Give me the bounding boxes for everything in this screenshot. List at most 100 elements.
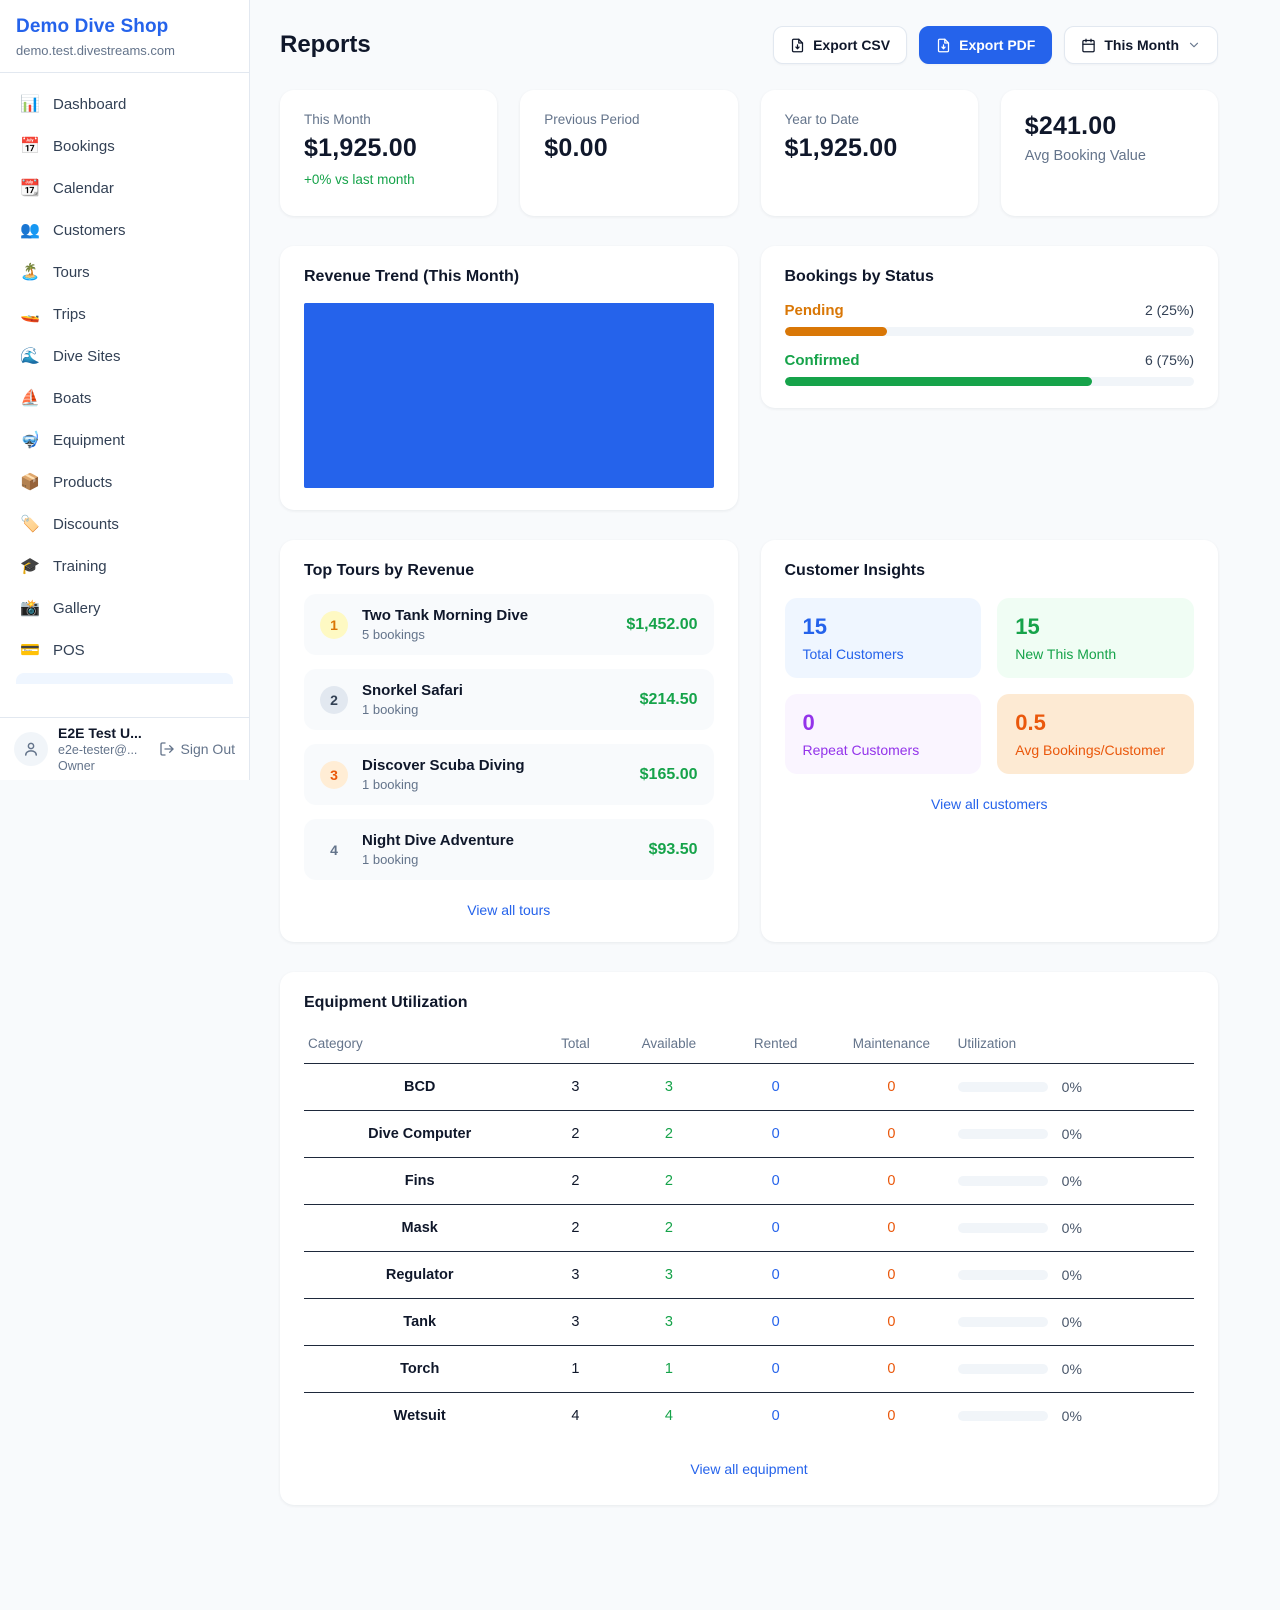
cell-rented: 0 [722,1298,830,1346]
cell-available: 4 [664,1408,673,1424]
rank-badge: 2 [320,685,348,714]
sidebar-item-dive-sites[interactable]: 🌊 Dive Sites [8,337,241,375]
tour-row: 3 Discover Scuba Diving 1 booking $165.0… [304,744,714,805]
export-csv-label: Export CSV [813,37,891,53]
stat-label: This Month [304,112,371,127]
stat-value: $1,925.00 [784,134,898,162]
sidebar-item-discounts[interactable]: 🏷️ Discounts [8,505,241,543]
sidebar-item-label: Products [53,473,113,491]
status-row-pending: Pending 2 (25%) [784,302,1194,336]
cell-utilization: 0% [953,1251,1194,1299]
insight-tile-avg-bookings: 0.5 Avg Bookings/Customer [997,694,1194,774]
tour-name: Snorkel Safari [362,682,463,699]
cell-rented: 0 [722,1063,830,1111]
sidebar-item-tours[interactable]: 🏝️ Tours [8,253,241,291]
user-footer: E2E Test U... e2e-tester@... Owner Sign … [0,717,249,780]
rank-badge: 1 [320,610,348,639]
insights-grid: 15 Total Customers 15 New This Month 0 R… [784,598,1194,774]
sidebar-item-reports-active-peek[interactable] [16,673,233,684]
sidebar-item-label: Boats [53,389,92,407]
view-all-tours-link[interactable]: View all tours [467,902,551,918]
sidebar-item-products[interactable]: 📦 Products [8,463,241,501]
dive-mask-icon: 🤿 [20,432,40,449]
cell-utilization: 0% [953,1298,1194,1346]
insight-value: 0.5 [1015,710,1046,735]
tour-name: Discover Scuba Diving [362,757,525,774]
revenue-trend-title: Revenue Trend (This Month) [304,268,520,285]
sidebar-nav: 📊 Dashboard 📅 Bookings 📆 Calendar 👥 Cust… [0,73,249,717]
utilization-bar-track [957,1129,1048,1139]
sidebar-item-calendar[interactable]: 📆 Calendar [8,169,241,207]
tour-row: 4 Night Dive Adventure 1 booking $93.50 [304,819,714,880]
sidebar-item-pos[interactable]: 💳 POS [8,631,241,669]
col-header-rented: Rented [722,1026,830,1064]
period-dropdown[interactable]: This Month [1064,26,1218,64]
stat-card-previous-period: Previous Period $0.00 [520,90,738,216]
insight-value: 15 [802,614,827,639]
tour-amount: $214.50 [639,690,698,708]
table-row: Torch 1 1 0 0 0% [304,1345,1194,1393]
cell-category: Fins [304,1157,536,1205]
status-bar-fill [784,327,887,336]
cell-utilization: 0% [954,1393,1194,1440]
sidebar-item-dashboard[interactable]: 📊 Dashboard [8,85,241,123]
sidebar-item-gallery[interactable]: 📸 Gallery [8,589,241,627]
sign-out-label: Sign Out [180,741,235,757]
insight-value: 15 [1015,614,1040,639]
sidebar-item-customers[interactable]: 👥 Customers [8,211,241,249]
export-pdf-button[interactable]: Export PDF [919,26,1053,64]
cell-maintenance: 0 [829,1251,954,1299]
sidebar-item-label: Gallery [53,599,101,617]
tour-row: 1 Two Tank Morning Dive 5 bookings $1,45… [304,594,714,655]
equipment-utilization-card: Equipment Utilization Category Total Ava… [280,972,1218,1505]
revenue-trend-chart [304,303,714,488]
bookings-calendar-icon: 📅 [20,138,40,155]
sidebar-item-label: Equipment [53,431,125,449]
insight-value: 0 [802,710,815,735]
credit-card-icon: 💳 [20,642,40,659]
sidebar-item-training[interactable]: 🎓 Training [8,547,241,585]
island-icon: 🏝️ [20,264,40,281]
insight-label: New This Month [1015,646,1117,662]
sidebar: Demo Dive Shop demo.test.divestreams.com… [0,0,250,780]
stat-value: $1,925.00 [304,134,418,162]
utilization-bar-track [957,1364,1048,1374]
cell-rented: 0 [722,1110,830,1158]
sidebar-item-bookings[interactable]: 📅 Bookings [8,127,241,165]
cell-total: 4 [571,1408,580,1424]
people-icon: 👥 [20,222,40,239]
sidebar-item-label: Dashboard [53,95,127,113]
insight-tile-new-this-month: 15 New This Month [997,598,1194,678]
sidebar-item-label: Training [53,557,107,575]
cell-rented: 0 [722,1345,830,1393]
insight-tile-repeat-customers: 0 Repeat Customers [784,694,982,774]
sidebar-item-trips[interactable]: 🚤 Trips [8,295,241,333]
status-bar-track [784,377,1194,386]
sign-out-button[interactable]: Sign Out [159,741,235,757]
utilization-percent: 0% [1061,1267,1082,1283]
stat-value: $0.00 [544,134,608,162]
view-all-equipment-link[interactable]: View all equipment [690,1461,808,1477]
cell-total: 3 [535,1063,616,1111]
col-header-maintenance: Maintenance [829,1026,954,1064]
utilization-percent: 0% [1061,1079,1082,1095]
cell-category: Tank [304,1298,536,1346]
camera-icon: 📸 [20,600,40,617]
top-tours-card: Top Tours by Revenue 1 Two Tank Morning … [280,540,738,942]
cell-maintenance: 0 [829,1110,954,1158]
tour-bookings: 5 bookings [362,627,425,642]
cell-maintenance: 0 [829,1157,954,1205]
sidebar-item-label: Dive Sites [53,347,121,365]
sidebar-item-boats[interactable]: ⛵ Boats [8,379,241,417]
utilization-bar-track [957,1270,1048,1280]
cell-total: 2 [535,1157,616,1205]
shop-name[interactable]: Demo Dive Shop [16,16,169,37]
tour-bookings: 1 booking [362,702,419,717]
sidebar-item-equipment[interactable]: 🤿 Equipment [8,421,241,459]
export-csv-button[interactable]: Export CSV [773,26,908,64]
view-all-customers-link[interactable]: View all customers [931,796,1048,812]
status-count: 2 (25%) [1144,302,1194,318]
sidebar-item-label: Bookings [53,137,115,155]
col-header-utilization: Utilization [953,1026,1194,1064]
equipment-table-header: Category Total Available Rented Maintena… [304,1026,1194,1064]
